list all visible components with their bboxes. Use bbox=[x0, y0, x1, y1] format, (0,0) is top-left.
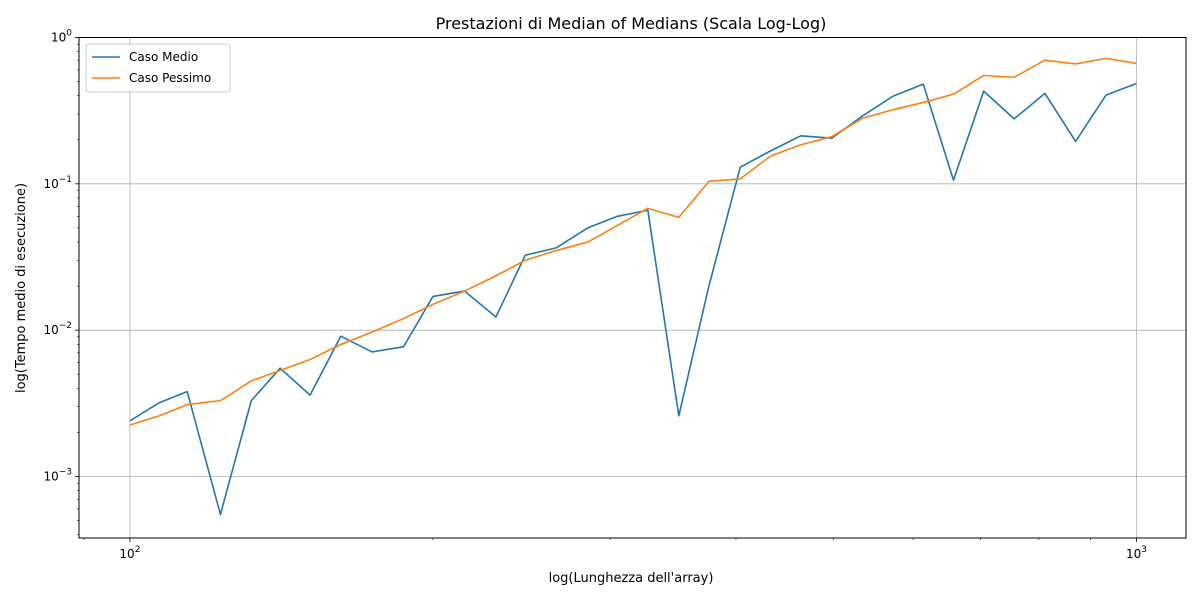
series-line-caso-medio bbox=[129, 82, 1137, 516]
chart-title: Prestazioni di Median of Medians (Scala … bbox=[436, 14, 827, 33]
series-layer bbox=[129, 57, 1137, 516]
legend-label: Caso Medio bbox=[129, 50, 198, 64]
plot-frame bbox=[78, 37, 1187, 539]
x-axis-label: log(Lunghezza dell'array) bbox=[549, 571, 714, 586]
y-axis-label: log(Tempo medio di esecuzione) bbox=[14, 183, 29, 393]
legend: Caso Medio Caso Pessimo bbox=[85, 43, 231, 93]
series-line-caso-pessimo bbox=[129, 57, 1137, 426]
legend-box bbox=[85, 43, 231, 93]
legend-label: Caso Pessimo bbox=[129, 71, 211, 85]
